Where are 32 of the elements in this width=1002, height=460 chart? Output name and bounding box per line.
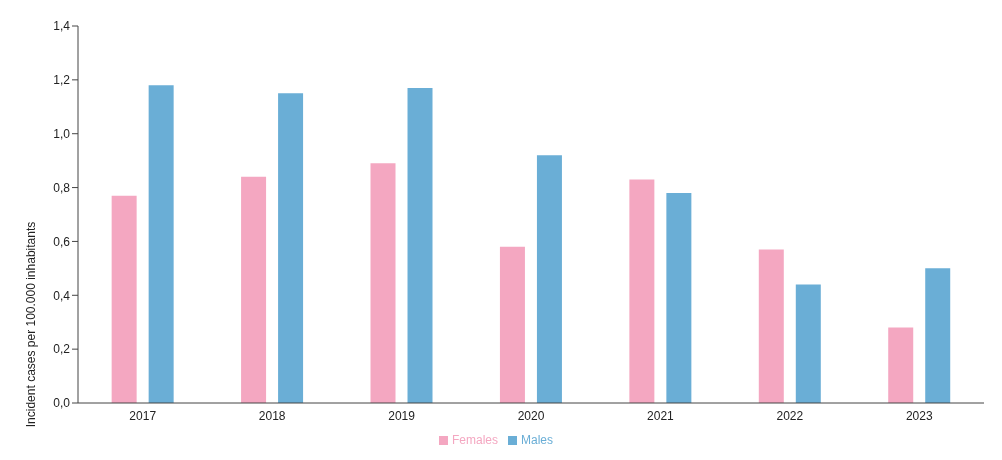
bar bbox=[925, 268, 951, 403]
y-tick-label: 1,2 bbox=[53, 73, 71, 88]
bar bbox=[370, 163, 396, 403]
legend-label: Males bbox=[521, 433, 554, 447]
y-tick-label: 0,8 bbox=[53, 180, 71, 195]
x-tick-label: 2023 bbox=[905, 408, 933, 423]
bar bbox=[148, 85, 174, 403]
x-tick-label: 2019 bbox=[388, 408, 416, 423]
y-tick-label: 0,0 bbox=[53, 396, 71, 411]
y-tick-label: 1,4 bbox=[53, 19, 71, 34]
bar bbox=[278, 93, 304, 403]
y-tick-label: 0,4 bbox=[53, 288, 71, 303]
bar bbox=[241, 176, 267, 403]
y-tick-label: 0,6 bbox=[53, 234, 71, 249]
x-tick-label: 2021 bbox=[647, 408, 675, 423]
bar bbox=[499, 246, 525, 403]
legend-label: Females bbox=[451, 433, 498, 447]
bar bbox=[407, 87, 433, 403]
x-tick-label: 2017 bbox=[129, 408, 157, 423]
bar bbox=[795, 284, 821, 403]
bar bbox=[111, 195, 137, 403]
y-tick-label: 0,2 bbox=[53, 342, 71, 357]
x-tick-label: 2022 bbox=[776, 408, 804, 423]
y-tick-label: 1,0 bbox=[53, 126, 71, 141]
bar bbox=[888, 327, 914, 403]
x-tick-label: 2020 bbox=[517, 408, 545, 423]
bar bbox=[536, 155, 562, 403]
bar bbox=[758, 249, 784, 403]
y-axis-title: Incident cases per 100.000 inhabitants bbox=[24, 221, 39, 428]
bar bbox=[629, 179, 655, 403]
x-tick-label: 2018 bbox=[258, 408, 286, 423]
bar bbox=[666, 192, 692, 403]
